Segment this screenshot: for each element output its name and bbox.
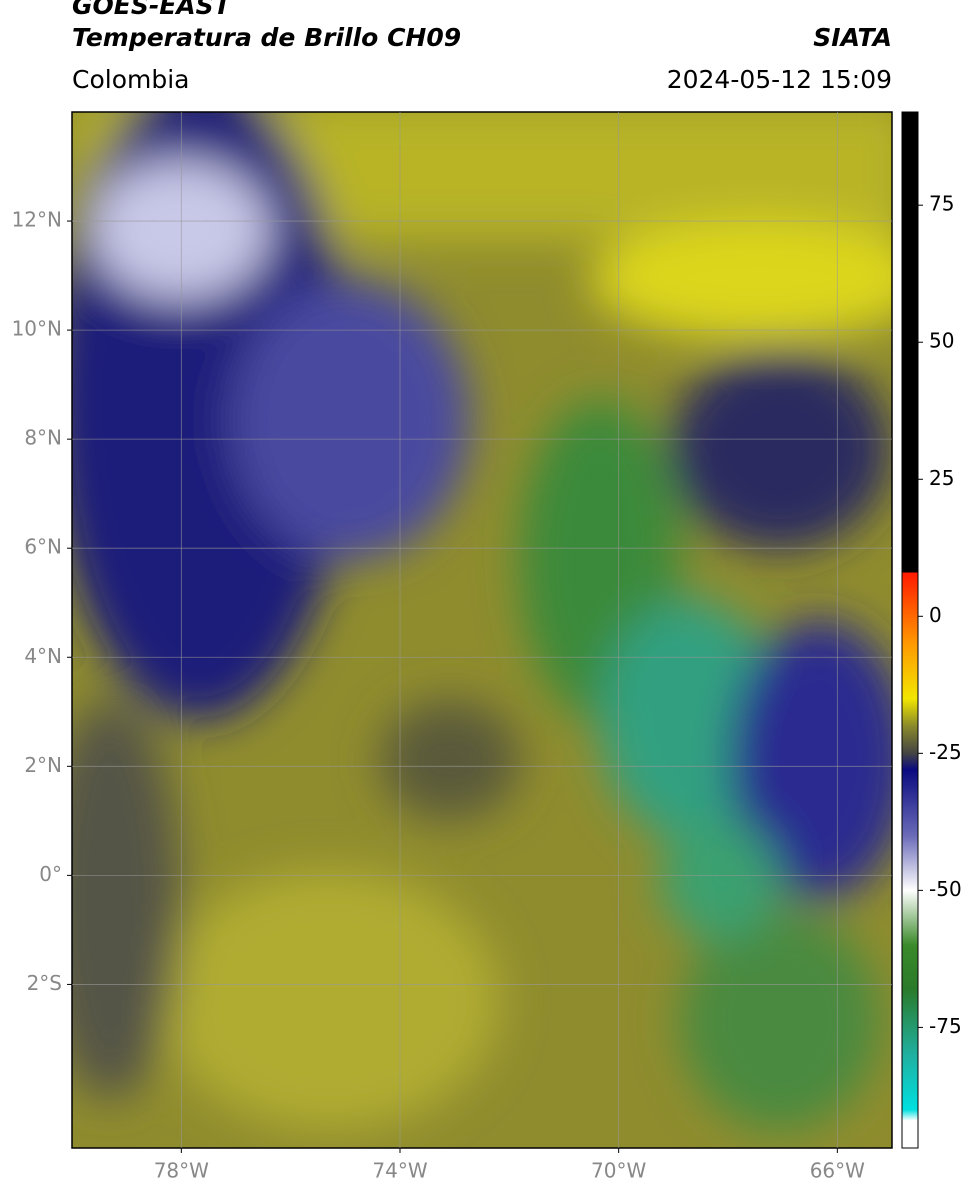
colorbar-tick-label: -25 (929, 740, 962, 764)
colorbar-tick-label: 50 (929, 329, 954, 353)
title: GOES-EAST (72, 0, 233, 20)
map-frame (71, 111, 893, 1149)
x-tick-label: 70°W (591, 1159, 646, 1183)
y-tick-label: 2°S (27, 971, 62, 995)
x-tick-label: 74°W (372, 1159, 427, 1183)
region: Colombia (72, 65, 189, 94)
colorbar-tick-label: 0 (929, 603, 942, 627)
subtitle: Temperatura de Brillo CH09 (72, 23, 461, 52)
colorbar (901, 111, 919, 1149)
y-tick-label: 4°N (24, 644, 62, 668)
y-tick-label: 2°N (24, 753, 62, 777)
x-tick-label: 66°W (810, 1159, 865, 1183)
source: SIATA (813, 23, 892, 52)
y-tick-label: 12°N (12, 208, 62, 232)
y-tick-label: 8°N (24, 426, 62, 450)
y-tick-label: 10°N (12, 317, 62, 341)
colorbar-tick-label: 25 (929, 466, 954, 490)
datetime: 2024-05-12 15:09 (667, 65, 892, 94)
y-tick-label: 0° (39, 862, 62, 886)
y-tick-label: 6°N (24, 535, 62, 559)
colorbar-tick-label: 75 (929, 192, 954, 216)
satellite-image (72, 112, 892, 1148)
colorbar-tick-label: -50 (929, 877, 962, 901)
colorbar-tick-label: -75 (929, 1014, 962, 1038)
x-tick-label: 78°W (154, 1159, 209, 1183)
